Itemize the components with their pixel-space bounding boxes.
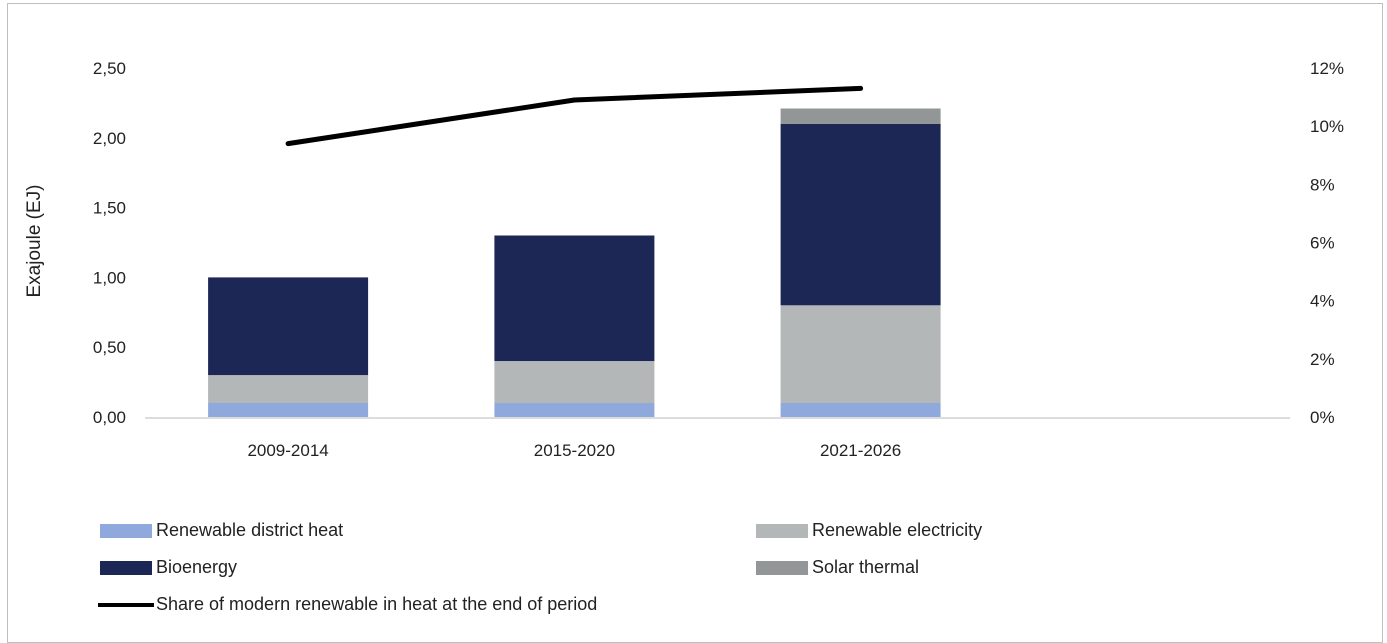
legend-item-district-heat: Renewable district heat xyxy=(100,520,343,541)
bar-segment xyxy=(208,375,369,403)
bar-segment xyxy=(208,277,369,376)
legend-item-electricity: Renewable electricity xyxy=(756,520,982,541)
y-tick-label: 1,00 xyxy=(93,268,126,287)
x-tick-label: 2009-2014 xyxy=(247,441,328,460)
y2-tick-label: 4% xyxy=(1310,292,1335,311)
y-tick-label: 0,00 xyxy=(93,408,126,427)
y-tick-label: 2,00 xyxy=(93,129,126,148)
legend-item-share-line: Share of modern renewable in heat at the… xyxy=(98,594,597,615)
y-axis-title: Exajoule (EJ) xyxy=(24,185,45,298)
bar-segment xyxy=(494,235,655,362)
bar-segment xyxy=(780,108,941,124)
legend-swatch-share-line xyxy=(98,602,154,607)
share-line xyxy=(285,85,864,147)
bar-segment xyxy=(494,403,655,417)
y-tick-label: 2,50 xyxy=(93,59,126,78)
bar-segment xyxy=(780,305,941,403)
y2-tick-label: 12% xyxy=(1310,59,1344,78)
legend-item-bioenergy: Bioenergy xyxy=(100,557,237,578)
bars-group xyxy=(208,108,941,417)
y2-tick-label: 6% xyxy=(1310,234,1335,253)
legend-swatch-bioenergy xyxy=(100,560,152,575)
y-tick-label: 1,50 xyxy=(93,199,126,218)
bar-segment xyxy=(780,123,941,306)
legend-swatch-district-heat xyxy=(100,523,152,538)
y2-tick-label: 8% xyxy=(1310,175,1335,194)
y2-tick-label: 0% xyxy=(1310,408,1335,427)
y2-tick-label: 10% xyxy=(1310,117,1344,136)
legend-swatch-solar-thermal xyxy=(756,560,808,575)
x-tick-label: 2015-2020 xyxy=(534,441,615,460)
legend: Renewable district heat Renewable electr… xyxy=(98,520,982,615)
bar-segment xyxy=(494,361,655,404)
y2-tick-label: 2% xyxy=(1310,350,1335,369)
legend-swatch-electricity xyxy=(756,523,808,538)
x-axis-ticks: 2009-2014 2015-2020 2021-2026 xyxy=(247,441,901,460)
legend-label-solar-thermal: Solar thermal xyxy=(812,557,920,577)
y-axis-ticks: 0,00 0,50 1,00 1,50 2,00 2,50 xyxy=(93,59,126,427)
legend-label-district-heat: Renewable district heat xyxy=(156,520,344,540)
legend-label-share-line: Share of modern renewable in heat at the… xyxy=(156,594,598,614)
x-tick-label: 2021-2026 xyxy=(820,441,901,460)
chart-area: 0,00 0,50 1,00 1,50 2,00 2,50 0% 2% 4% 6% 8% 10% 12… xyxy=(24,59,1344,460)
bar-segment xyxy=(780,403,941,417)
legend-label-bioenergy: Bioenergy xyxy=(156,557,238,577)
bar-segment xyxy=(208,403,369,417)
y-tick-label: 0,50 xyxy=(93,338,126,357)
legend-item-solar-thermal: Solar thermal xyxy=(756,557,919,578)
legend-label-electricity: Renewable electricity xyxy=(812,520,983,540)
y2-axis-ticks: 0% 2% 4% 6% 8% 10% 12% xyxy=(1310,59,1344,427)
